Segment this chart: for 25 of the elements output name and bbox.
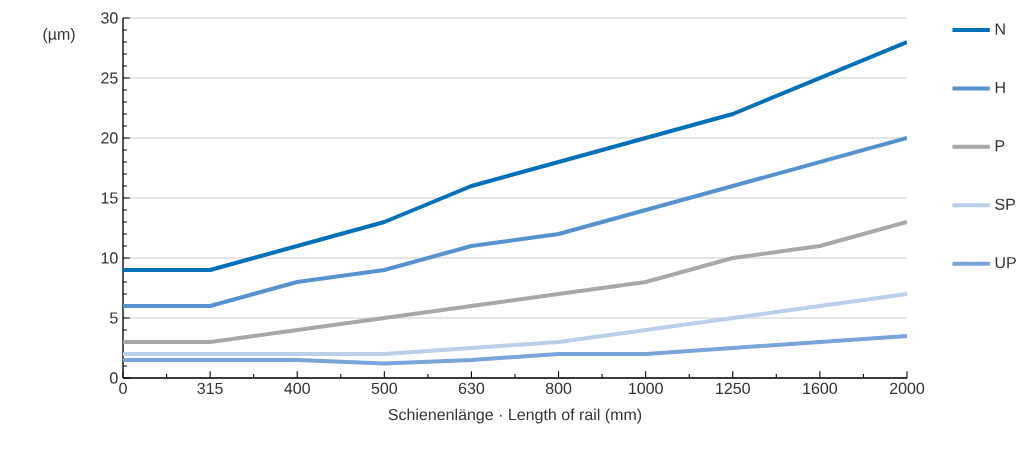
- legend-label: H: [995, 81, 1005, 93]
- y-tick-label: 5: [110, 312, 118, 324]
- legend-label: P: [995, 140, 1005, 152]
- x-tick-label: 800: [545, 382, 572, 395]
- y-tick-label: 20: [101, 132, 118, 144]
- x-tick-label: 0: [119, 382, 127, 395]
- legend-label: SP: [995, 198, 1015, 210]
- legend-label: UP: [995, 257, 1016, 269]
- x-tick-label: 315: [197, 382, 223, 395]
- x-tick-label: 2000: [889, 382, 925, 395]
- x-tick-label: 400: [284, 382, 310, 395]
- x-tick-label: 500: [371, 382, 398, 395]
- y-tick-label: 25: [101, 72, 118, 84]
- legend-label: N: [995, 23, 1005, 35]
- y-tick-label: 30: [101, 12, 118, 24]
- x-tick-label: 1250: [716, 382, 750, 395]
- x-axis-title: Schienenlänge · Length of rail (mm): [388, 408, 642, 424]
- y-tick-label: 0: [110, 372, 118, 384]
- y-tick-label: 10: [101, 252, 118, 264]
- y-tick-label: 15: [101, 192, 118, 204]
- y-axis-title: (µm): [43, 28, 75, 43]
- x-tick-label: 1000: [629, 382, 663, 395]
- x-tick-label: 630: [458, 382, 485, 395]
- x-tick-label: 1600: [803, 382, 838, 395]
- line-series: [123, 220, 907, 344]
